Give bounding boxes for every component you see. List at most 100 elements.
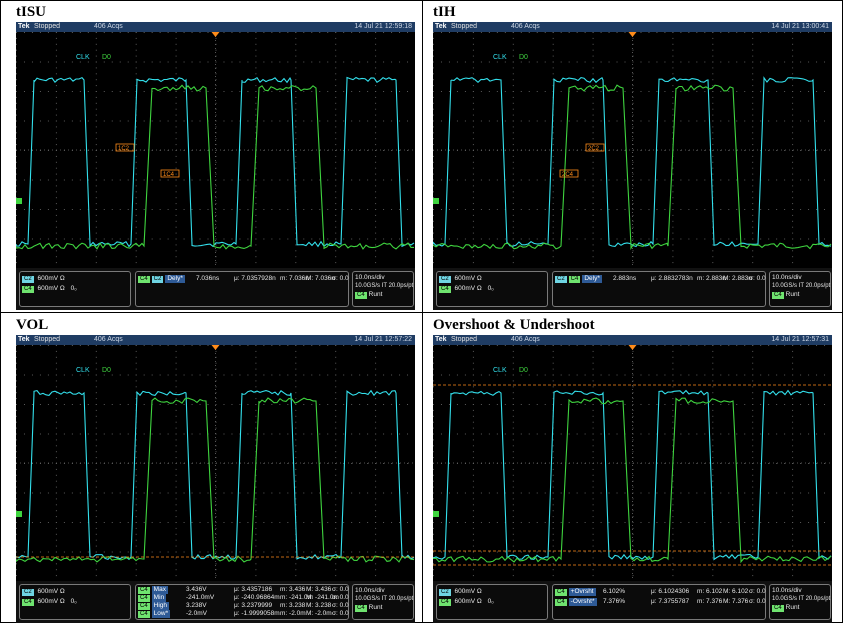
grid-dot xyxy=(119,345,121,346)
grid-dot xyxy=(472,232,474,234)
grid-dot xyxy=(255,37,257,39)
grid-dot xyxy=(712,486,714,488)
grid-dot xyxy=(16,262,17,264)
grid-dot xyxy=(512,368,514,370)
grid-dot xyxy=(127,522,129,523)
grid-dot xyxy=(16,191,17,193)
grid-dot xyxy=(760,463,762,464)
grid-dot xyxy=(792,185,794,187)
grid-dot xyxy=(520,120,522,122)
grid-dot xyxy=(472,362,474,364)
channel-settings-box[interactable]: C2 600mV Ω C4 600mV Ω 0₀ xyxy=(436,271,548,307)
measurement-table[interactable]: C4 Max 3.436V μ: 3.4357186 m: 3.436 M: 3.… xyxy=(135,584,349,620)
grid-dot xyxy=(295,409,297,411)
grid-dot xyxy=(632,415,634,417)
measurement-area: C2 600mV Ω C4 600mV Ω 0₀ C4 Max 3.436V μ:… xyxy=(16,581,415,623)
channel-tag: C4 xyxy=(22,599,34,606)
grid-dot xyxy=(680,345,682,346)
grid-dot xyxy=(71,91,73,92)
grid-dot xyxy=(16,37,17,39)
grid-dot xyxy=(55,345,57,346)
grid-dot xyxy=(512,209,514,210)
horizontal-settings-box[interactable]: 10.0ns/div 10.0GS/s IT 20.0ps/pt C4 Runt xyxy=(769,584,831,620)
channel-settings-box[interactable]: C2 600mV Ω C4 600mV Ω 0₀ xyxy=(19,271,131,307)
clk-waveform xyxy=(16,76,415,248)
grid-dot xyxy=(335,161,337,163)
grid-dot xyxy=(95,350,97,352)
grid-dot xyxy=(391,492,393,494)
grid-dot xyxy=(632,232,634,234)
grid-dot xyxy=(792,49,794,51)
grid-dot xyxy=(536,433,538,435)
grid-dot xyxy=(31,91,33,92)
measurement-table[interactable]: C4 C2 Dely* 7.036ns μ: 7.0357928n m: 7.036… xyxy=(135,271,349,307)
grid-dot xyxy=(87,374,89,376)
grid-dot xyxy=(295,457,297,459)
grid-dot xyxy=(335,55,337,57)
grid-dot xyxy=(135,551,137,553)
grid-dot xyxy=(576,150,578,151)
measurement-sigma: σ: 0.0 xyxy=(332,610,349,617)
grid-dot xyxy=(335,486,337,488)
grid-dot xyxy=(63,61,65,63)
grid-dot xyxy=(111,345,113,346)
grid-dot xyxy=(47,61,49,63)
grid-dot xyxy=(504,463,506,464)
grid-dot xyxy=(592,203,594,205)
clk-waveform xyxy=(433,389,832,561)
grid-dot xyxy=(433,398,434,400)
grid-dot xyxy=(135,167,137,169)
grid-dot xyxy=(536,179,538,181)
grid-dot xyxy=(736,120,738,122)
grid-dot xyxy=(472,214,474,216)
grid-dot xyxy=(255,61,257,63)
grid-dot xyxy=(472,404,474,405)
grid-dot xyxy=(119,522,121,523)
grid-dot xyxy=(744,91,746,92)
grid-dot xyxy=(23,238,25,240)
grid-dot xyxy=(255,161,257,163)
grid-dot xyxy=(448,179,450,181)
grid-dot xyxy=(672,91,674,92)
channel-row: C4 600mV Ω 0₀ xyxy=(439,598,494,606)
grid-dot xyxy=(23,492,25,494)
grid-dot xyxy=(792,55,794,57)
grid-dot xyxy=(433,415,434,417)
channel-settings-box[interactable]: C2 600mV Ω C4 600mV Ω 0₀ xyxy=(19,584,131,620)
grid-dot xyxy=(512,362,514,364)
grid-dot xyxy=(608,120,610,122)
grid-dot xyxy=(560,463,562,464)
grid-dot xyxy=(16,457,17,459)
channel-settings-box[interactable]: C2 600mV Ω C4 600mV Ω 0₀ xyxy=(436,584,548,620)
run-state: Stopped xyxy=(34,336,61,343)
measurement-table[interactable]: C4 +Ovrsht 6.102% μ: 6.1024306 m: 6.102 M… xyxy=(552,584,766,620)
grid-dot xyxy=(792,557,794,559)
grid-dot xyxy=(191,209,193,210)
grid-dot xyxy=(433,173,434,175)
grid-dot xyxy=(343,32,345,33)
grid-dot xyxy=(496,492,498,494)
grid-dot xyxy=(175,415,177,417)
grid-dot xyxy=(592,96,594,98)
grid-dot xyxy=(95,445,97,447)
grid-dot xyxy=(552,126,554,128)
grid-dot xyxy=(55,79,57,81)
grid-dot xyxy=(632,409,634,411)
horizontal-settings-box[interactable]: 10.0ns/div 10.0GS/s IT 20.0ps/pt C4 Runt xyxy=(769,271,831,307)
measurement-table[interactable]: C2 C4 Dely* 2.883ns μ: 2.8832783n m: 2.883… xyxy=(552,271,766,307)
grid-dot xyxy=(536,238,538,240)
grid-dot xyxy=(215,451,217,453)
horizontal-settings-box[interactable]: 10.0ns/div 10.0GS/s IT 20.0ps/pt C4 Runt xyxy=(352,584,414,620)
grid-dot xyxy=(656,551,658,553)
grid-dot xyxy=(520,551,522,553)
horizontal-settings-box[interactable]: 10.0ns/div 10.0GS/s IT 20.0ps/pt C4 Runt xyxy=(352,271,414,307)
measurement-source-tag: C2 xyxy=(555,276,567,283)
grid-dot xyxy=(728,374,730,376)
grid-dot xyxy=(456,404,458,405)
grid-dot xyxy=(271,91,273,92)
grid-dot xyxy=(744,404,746,405)
grid-dot xyxy=(696,404,698,405)
grid-dot xyxy=(592,73,594,75)
grid-dot xyxy=(552,362,554,364)
grid-dot xyxy=(71,463,73,464)
